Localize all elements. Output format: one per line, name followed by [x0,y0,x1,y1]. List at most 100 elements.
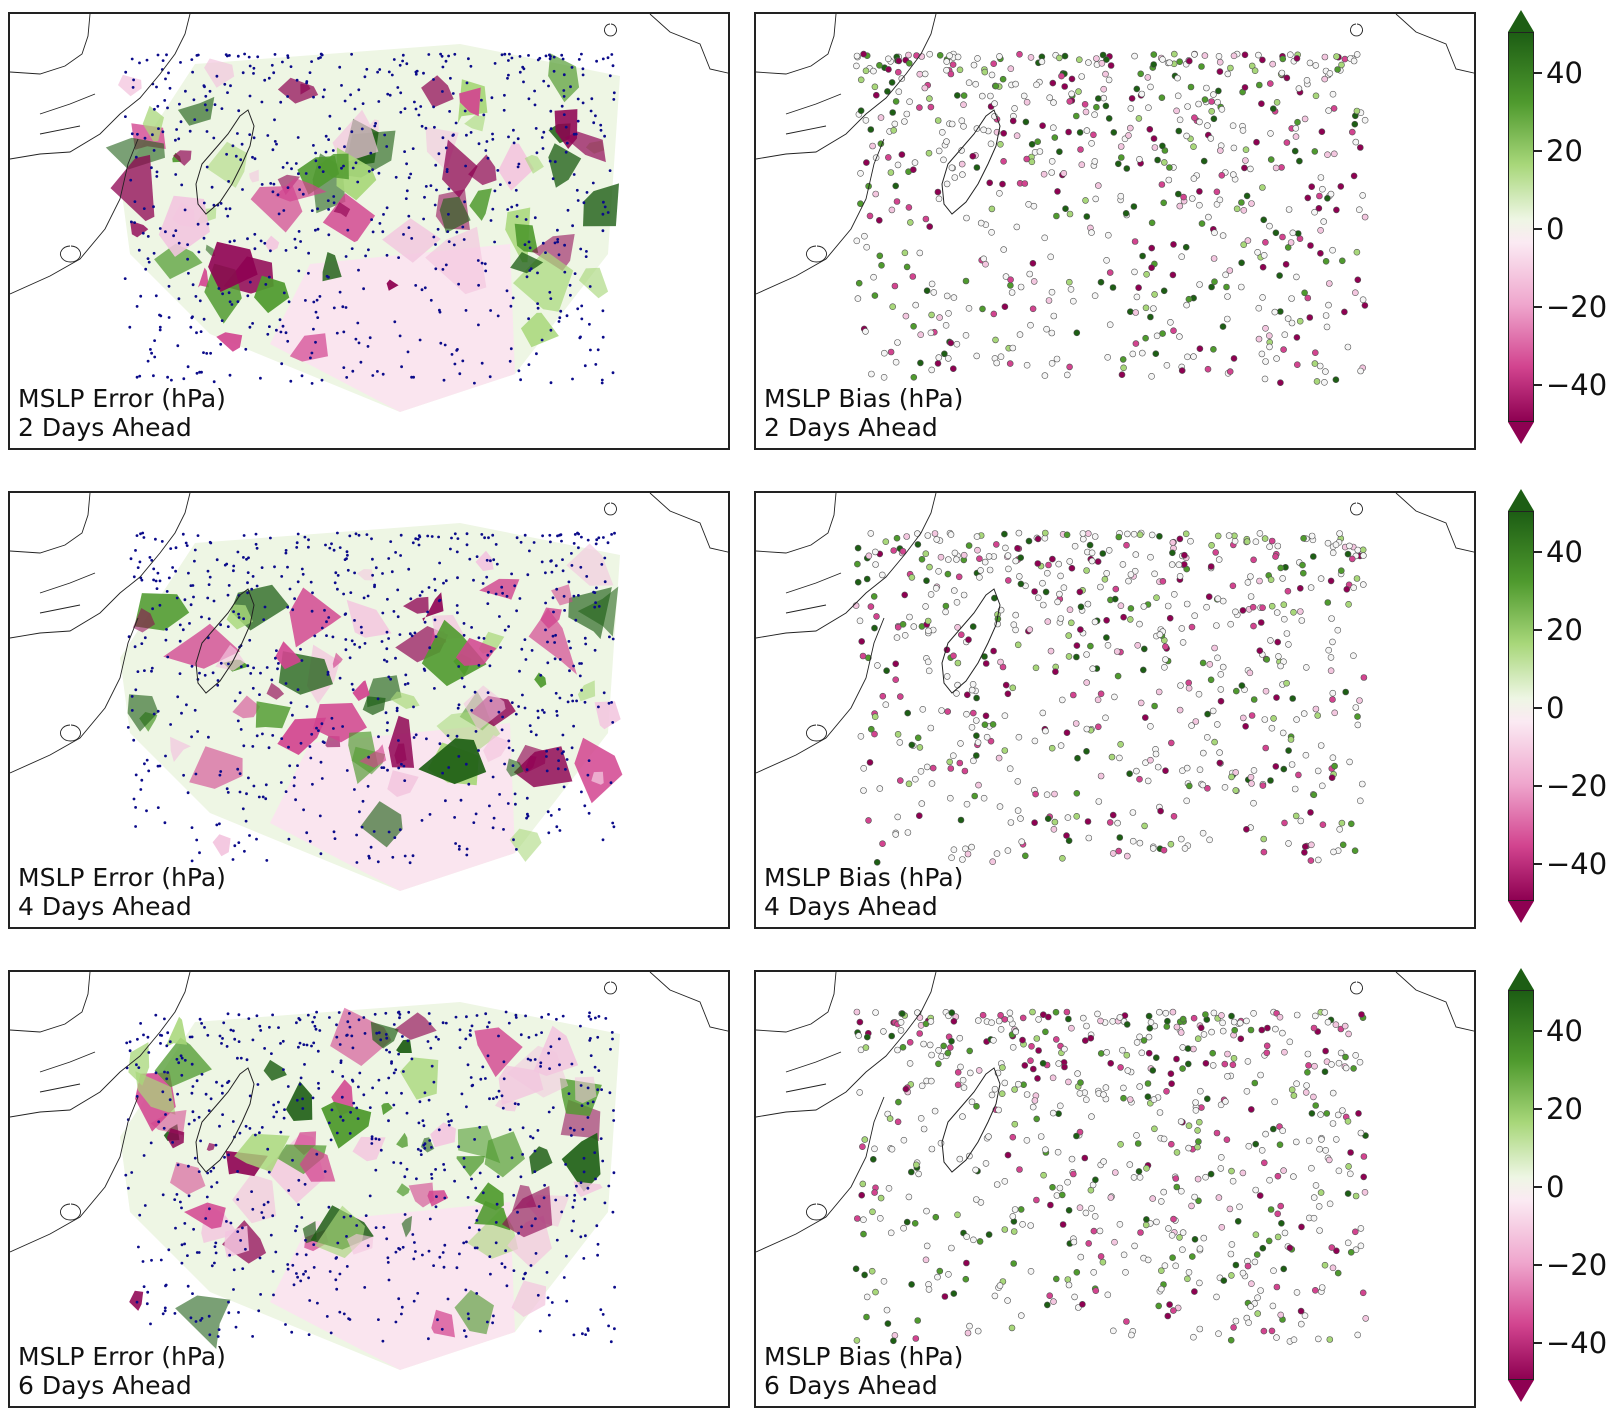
station-bias-marker [962,1275,970,1283]
station-dot [376,860,380,864]
station-dot [200,1022,204,1025]
station-dot [457,665,461,668]
station-dot [437,1037,440,1041]
station-dot [216,1335,220,1338]
station-dot [486,156,490,160]
station-dot [309,356,312,360]
station-dot [486,602,490,605]
station-dot [214,1251,218,1255]
station-dot [385,206,389,210]
station-dot [321,95,325,99]
station-dot [286,1267,290,1271]
station-bias-marker [1250,767,1258,774]
station-bias-marker [896,739,904,746]
station-dot [334,1278,338,1282]
station-dot [577,58,581,61]
station-dot [442,581,445,585]
station-dot [243,52,247,56]
station-dot [514,712,518,716]
station-dot [441,1021,445,1025]
station-bias-marker [889,303,896,311]
station-bias-marker [1321,1261,1329,1269]
station-bias-marker [856,1089,863,1096]
station-bias-marker [1143,1165,1150,1172]
station-dot [343,145,346,149]
station-bias-marker [872,548,879,556]
station-dot [470,1177,473,1181]
station-dot [153,107,156,111]
station-dot [504,1010,508,1014]
station-bias-marker [1177,1187,1185,1195]
station-dot [403,150,406,154]
station-bias-marker [871,1145,878,1153]
station-bias-marker [988,1019,995,1027]
station-dot [186,791,190,795]
station-dot [157,127,160,130]
station-bias-marker [1343,586,1351,593]
station-bias-marker [1114,819,1121,827]
station-dot [315,726,318,730]
station-bias-marker [1039,709,1047,717]
station-bias-marker [943,138,950,145]
station-bias-marker [956,1155,964,1163]
station-bias-marker [972,1166,979,1174]
station-bias-marker [1310,1093,1317,1101]
station-bias-marker [1329,1264,1337,1272]
station-dot [549,381,553,385]
station-bias-marker [1047,253,1055,261]
station-dot [484,1077,487,1080]
station-bias-marker [1248,200,1255,207]
station-dot [346,1020,350,1024]
station-bias-marker [1194,1143,1201,1151]
station-bias-marker [1232,787,1240,794]
station-bias-marker [1188,1202,1195,1210]
station-bias-marker [1169,549,1176,557]
station-bias-marker [1019,1014,1027,1022]
station-bias-marker [1021,180,1029,187]
station-bias-marker [861,1136,869,1143]
station-bias-marker [1145,1012,1153,1020]
station-bias-marker [1216,58,1224,66]
colorbar-tick-label: −20 [1546,1248,1608,1282]
station-dot [608,74,612,78]
station-bias-marker [865,817,872,824]
station-dot [596,1242,600,1246]
station-dot [505,289,509,293]
station-dot [363,642,367,645]
station-dot [402,764,406,768]
station-bias-marker [997,1011,1004,1019]
station-dot [280,362,284,366]
station-bias-marker [1229,171,1237,178]
station-dot [566,700,570,704]
station-bias-marker [974,739,982,746]
station-dot [585,191,589,194]
station-bias-marker [876,217,883,224]
station-dot [310,609,314,613]
station-dot [270,1052,273,1055]
error-contour-patch [506,758,524,777]
station-bias-marker [1053,1192,1061,1199]
station-bias-marker [1167,1070,1175,1077]
station-dot [312,300,316,304]
station-dot [517,1231,520,1235]
station-bias-marker [889,109,896,116]
station-dot [247,55,251,59]
station-dot [175,1193,179,1196]
error-contour-patch [206,1142,216,1151]
station-dot [345,1034,348,1037]
station-dot [578,662,581,665]
station-dot [332,306,336,310]
station-dot [250,1190,254,1193]
station-dot [295,1021,298,1025]
station-bias-marker [956,759,964,767]
error-contour-patch [403,596,429,614]
station-bias-marker [1198,220,1206,227]
station-dot [568,669,571,673]
station-bias-marker [1295,85,1303,92]
station-bias-marker [1119,561,1127,568]
station-dot [164,230,167,234]
error-contour-patch [509,828,542,862]
station-bias-marker [1279,233,1286,241]
station-dot [303,535,307,539]
coastline [1350,502,1363,516]
